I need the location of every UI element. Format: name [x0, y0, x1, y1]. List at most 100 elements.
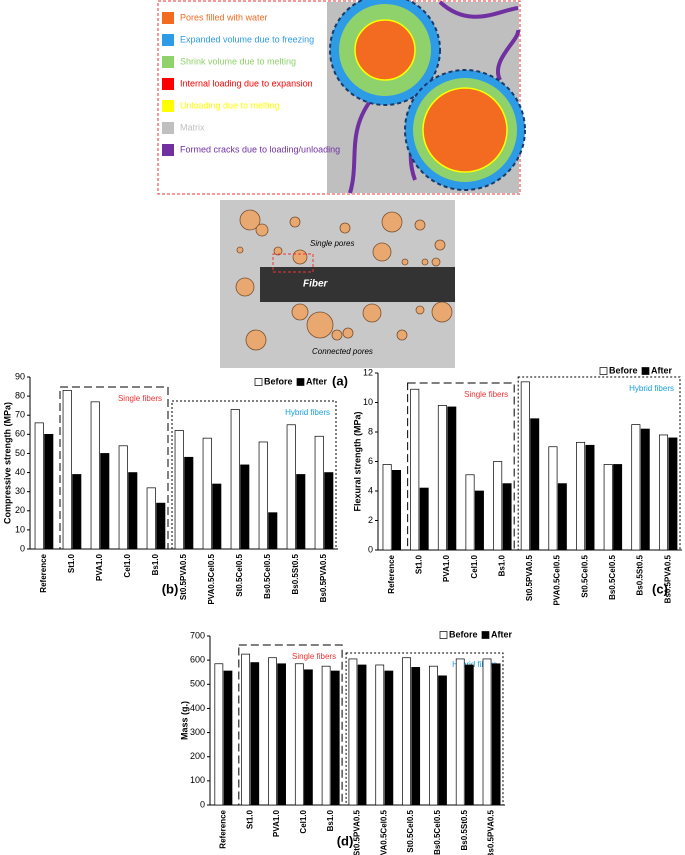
bar	[258, 441, 268, 550]
legend-swatch	[162, 144, 174, 156]
bar	[128, 472, 138, 550]
group-box	[407, 382, 515, 551]
x-tick-label: PVA0.5Cel0.5	[207, 553, 216, 604]
y-tick-label: 30	[15, 486, 25, 496]
bar	[658, 434, 668, 551]
bar	[100, 453, 110, 550]
legend-label: Internal loading due to expansion	[180, 78, 313, 88]
x-tick-label: PVA1.0	[442, 554, 451, 582]
x-tick-label: Bs0.5Cel0.5	[263, 553, 272, 598]
group-box	[345, 652, 504, 806]
bar	[321, 665, 331, 806]
x-tick-label: Bs0.5Cel0.5	[433, 809, 442, 854]
x-tick-label: Bs0.5PVA0.5	[319, 553, 328, 602]
y-axis-title: Compressive strength (MPa)	[2, 402, 12, 524]
x-tick-label: Bs0.5PVA0.5	[663, 554, 672, 603]
panel-label: (b)	[162, 581, 179, 596]
legend-label: Expanded volume due to freezing	[180, 34, 314, 44]
group-label: Hybrid fibers	[629, 384, 674, 393]
bar	[668, 437, 678, 551]
x-tick-label: St1.0	[415, 554, 424, 574]
bar	[146, 487, 156, 550]
legend-label: Matrix	[180, 122, 205, 132]
x-tick-label: St0.5PVA0.5	[525, 554, 534, 601]
legend-swatch	[162, 78, 174, 90]
bar	[375, 664, 385, 806]
y-tick-label: 90	[15, 371, 25, 381]
pore-water	[354, 19, 416, 81]
bar	[382, 464, 392, 551]
y-tick-label: 12	[363, 367, 373, 377]
legend-swatch	[162, 12, 174, 24]
legend-swatch	[162, 100, 174, 112]
legend-label: Before	[609, 365, 638, 375]
x-tick-label: PVA1.0	[95, 553, 104, 581]
x-tick-label: PVA0.5Cel0.5	[379, 809, 388, 855]
y-axis-title: Flexural strength (MPa)	[352, 411, 362, 511]
bar	[392, 470, 402, 551]
x-tick-label: Bs0.5St0.5	[636, 554, 645, 595]
y-tick-label: 0	[20, 543, 25, 553]
y-tick-label: 4	[368, 485, 373, 495]
bar	[330, 670, 340, 806]
diagram-legend: Pores filled with water Expanded volume d…	[162, 12, 340, 156]
bar	[493, 461, 503, 551]
bar	[603, 464, 613, 551]
bar	[402, 657, 411, 806]
bar	[304, 669, 313, 806]
y-tick-label: 10	[15, 524, 25, 534]
bar	[62, 390, 72, 550]
legend-swatch	[481, 631, 490, 639]
y-tick-label: 70	[15, 410, 25, 420]
y-tick-label: 400	[190, 703, 205, 713]
x-tick-label: St0.5Cel0.5	[235, 553, 244, 596]
y-tick-label: 2	[368, 515, 373, 525]
y-tick-label: 20	[15, 505, 25, 515]
bar	[324, 472, 334, 550]
legend-label: Shrink volume due to melting	[180, 56, 296, 66]
bar	[230, 409, 240, 550]
bar	[474, 490, 484, 551]
y-tick-label: 60	[15, 429, 25, 439]
bar	[613, 464, 623, 551]
x-tick-label: Cel1.0	[123, 553, 132, 577]
bar	[156, 502, 166, 550]
bar	[34, 422, 44, 550]
legend-label: After	[491, 629, 512, 639]
y-tick-label: 500	[190, 679, 205, 689]
legend-label: After	[306, 376, 327, 386]
bar	[212, 483, 222, 550]
bar	[240, 464, 250, 550]
x-tick-label: St0.5Cel0.5	[406, 809, 415, 852]
y-tick-label: 50	[15, 448, 25, 458]
x-tick-label: Bs1.0	[497, 554, 506, 576]
y-tick-label: 0	[368, 544, 373, 554]
group-label: Single fibers	[118, 394, 162, 403]
bar	[90, 401, 100, 550]
x-tick-label: Bs1.0	[326, 809, 335, 831]
bar	[447, 406, 457, 551]
y-tick-label: 80	[15, 390, 25, 400]
bar	[640, 428, 650, 551]
y-axis-title: Mass (g.)	[179, 701, 189, 740]
x-tick-label: Cel1.0	[470, 554, 479, 578]
bar	[44, 433, 54, 550]
bar	[585, 444, 595, 551]
x-tick-label: Cel1.0	[299, 809, 308, 833]
y-tick-label: 700	[190, 630, 205, 640]
fiber-label: Fiber	[303, 279, 329, 290]
x-tick-label: Bs0.5St0.5	[460, 809, 469, 850]
group-box	[59, 386, 169, 550]
single-pores-label: Single pores	[310, 239, 354, 248]
bar	[250, 662, 260, 806]
bar	[520, 381, 530, 551]
bar	[277, 663, 286, 806]
legend-label: Unloading due to melting	[180, 100, 280, 110]
group-label: Single fibers	[292, 652, 336, 661]
legend-swatch	[296, 378, 305, 386]
bar	[184, 456, 194, 550]
legend-swatch	[439, 631, 448, 639]
legend-swatch	[162, 122, 174, 134]
bar	[314, 435, 324, 550]
